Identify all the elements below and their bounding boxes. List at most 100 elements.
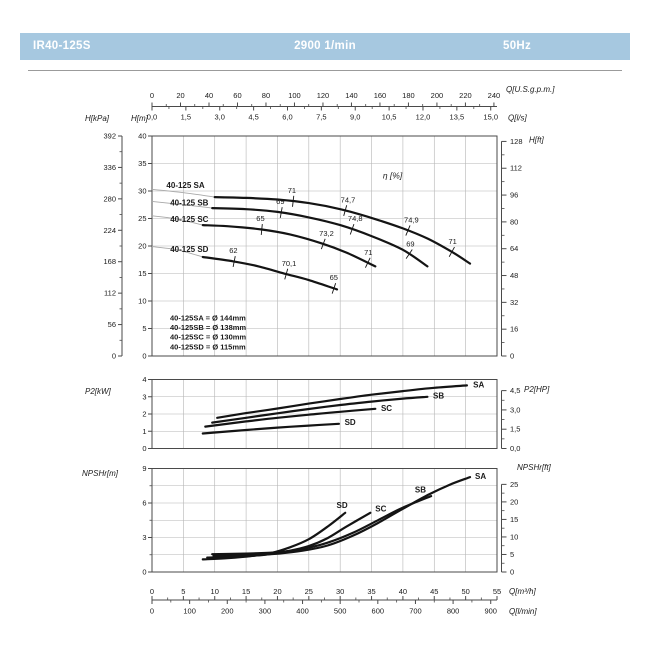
tick-label: 20: [273, 587, 281, 596]
tick-label: 100: [183, 607, 196, 616]
pump-speed: 2900 1/min: [294, 40, 356, 52]
efficiency-tick: [292, 195, 295, 207]
tick-label: 800: [447, 607, 460, 616]
efficiency-tick: [349, 223, 355, 235]
efficiency-label: 74,8: [348, 214, 363, 223]
tick-label: 56: [108, 320, 116, 329]
efficiency-tick: [320, 238, 326, 250]
legend-item: 40-125SC = Ø 130mm: [170, 333, 246, 342]
power-chart: 4 3 2 1 0 P2[kW] 4,5 3,0 1,5 0,0 P2[HP] SA SB SC SD: [85, 375, 550, 453]
tick-label: 3,0: [215, 113, 225, 122]
tick-label: 0: [150, 607, 154, 616]
header-bar: IR40-125S 2900 1/min 50Hz: [20, 33, 630, 60]
efficiency-tick: [365, 257, 371, 268]
tick-label: 120: [317, 91, 330, 100]
tick-label: 2: [142, 410, 146, 419]
axis-unit-label: NPSHr[ft]: [517, 463, 552, 472]
pump-frequency: 50Hz: [503, 40, 532, 52]
tick-label: 12,0: [416, 113, 431, 122]
curve-leadin-40-125-sb: [151, 200, 213, 209]
tick-label: 25: [510, 480, 518, 489]
tick-label: 80: [510, 217, 518, 226]
efficiency-label: 74,7: [341, 195, 356, 204]
tick-label: 10: [510, 532, 518, 541]
tick-label: 220: [459, 91, 472, 100]
series-label: 40-125 SC: [170, 215, 208, 224]
tick-label: 224: [103, 226, 116, 235]
tick-label: 60: [233, 91, 241, 100]
axis-unit-label: Q[U.S.g.p.m.]: [506, 85, 555, 94]
curve-sd: [201, 422, 340, 435]
tick-label: 0: [510, 568, 514, 577]
axis-unit-label: P2[HP]: [524, 385, 550, 394]
axis-unit-label: NPSHr[m]: [82, 469, 119, 478]
tick-label: 3,0: [510, 405, 520, 414]
tick-label: 40: [138, 132, 146, 141]
tick-label: 35: [138, 159, 146, 168]
tick-label: 0: [112, 352, 116, 361]
efficiency-label: 71: [448, 237, 456, 246]
series-label: 40-125 SB: [170, 199, 208, 208]
tick-label: 10: [211, 587, 219, 596]
tick-label: 180: [402, 91, 415, 100]
efficiency-tick: [448, 246, 455, 257]
tick-label: 55: [493, 587, 501, 596]
tick-label: 40: [205, 91, 213, 100]
tick-label: 336: [103, 163, 116, 172]
efficiency-label: 70,1: [282, 259, 297, 268]
series-label: SB: [415, 485, 426, 494]
efficiency-tick: [405, 249, 413, 259]
tick-label: 700: [409, 607, 422, 616]
tick-label: 6,0: [282, 113, 292, 122]
tick-label: 15: [510, 515, 518, 524]
axis-unit-label: P2[kW]: [85, 387, 112, 396]
legend-item: 40-125SD = Ø 115mm: [170, 342, 246, 351]
curve-sd: [201, 511, 347, 561]
tick-label: 128: [510, 137, 523, 146]
efficiency-tick: [279, 207, 283, 219]
npsh-chart: 9 6 3 0 NPSHr[m] 25 20 15 10 5 0 NPSHr[ft] SA SB SC SD: [82, 463, 552, 577]
top-flow-scale: 0 20 40 60 80 100 120 140 160 180 200 220 240 Q[U.S.g…: [147, 85, 555, 123]
tick-label: 500: [334, 607, 347, 616]
tick-label: 35: [367, 587, 375, 596]
tick-label: 1,5: [510, 425, 520, 434]
tick-label: 6: [142, 499, 146, 508]
curve-leadin-40-125-sd: [151, 246, 203, 258]
tick-label: 3: [142, 533, 146, 542]
series-label: SA: [473, 381, 484, 390]
tick-label: 30: [336, 587, 344, 596]
efficiency-tick: [232, 256, 236, 268]
tick-label: 0: [510, 352, 514, 361]
tick-label: 400: [296, 607, 309, 616]
tick-label: 45: [430, 587, 438, 596]
tick-label: 0: [142, 352, 146, 361]
efficiency-tick: [405, 225, 411, 236]
curve-40-125-sc: [201, 224, 377, 268]
series-label: 40-125 SD: [170, 245, 208, 254]
series-label: SA: [475, 472, 486, 481]
tick-label: 16: [510, 325, 518, 334]
curve-sb: [211, 395, 429, 424]
bottom-flow-scale: 0 5 10 15 20 25 30 35 40 45 50 55 Q[m³/h] 0 100 200 300 4…: [150, 587, 537, 616]
tick-label: 112: [510, 164, 522, 173]
tick-label: 96: [510, 191, 518, 200]
tick-label: 30: [138, 187, 146, 196]
axis-unit-label: Q[m³/h]: [509, 587, 536, 596]
efficiency-label: 74,9: [404, 215, 419, 224]
tick-label: 32: [510, 298, 518, 307]
tick-label: 140: [345, 91, 358, 100]
efficiency-label: 69: [276, 197, 284, 206]
tick-label: 0,0: [147, 113, 157, 122]
curve-sb: [211, 495, 433, 556]
series-label: SB: [433, 392, 444, 401]
tick-label: 300: [259, 607, 272, 616]
legend-item: 40-125SB = Ø 138mm: [170, 323, 246, 332]
curve-leadin-40-125-sc: [151, 215, 203, 226]
tick-label: 1,5: [181, 113, 191, 122]
tick-label: 4: [142, 375, 146, 384]
tick-label: 0: [142, 568, 146, 577]
tick-label: 168: [103, 257, 116, 266]
tick-label: 64: [510, 244, 518, 253]
efficiency-label: 71: [288, 186, 296, 195]
